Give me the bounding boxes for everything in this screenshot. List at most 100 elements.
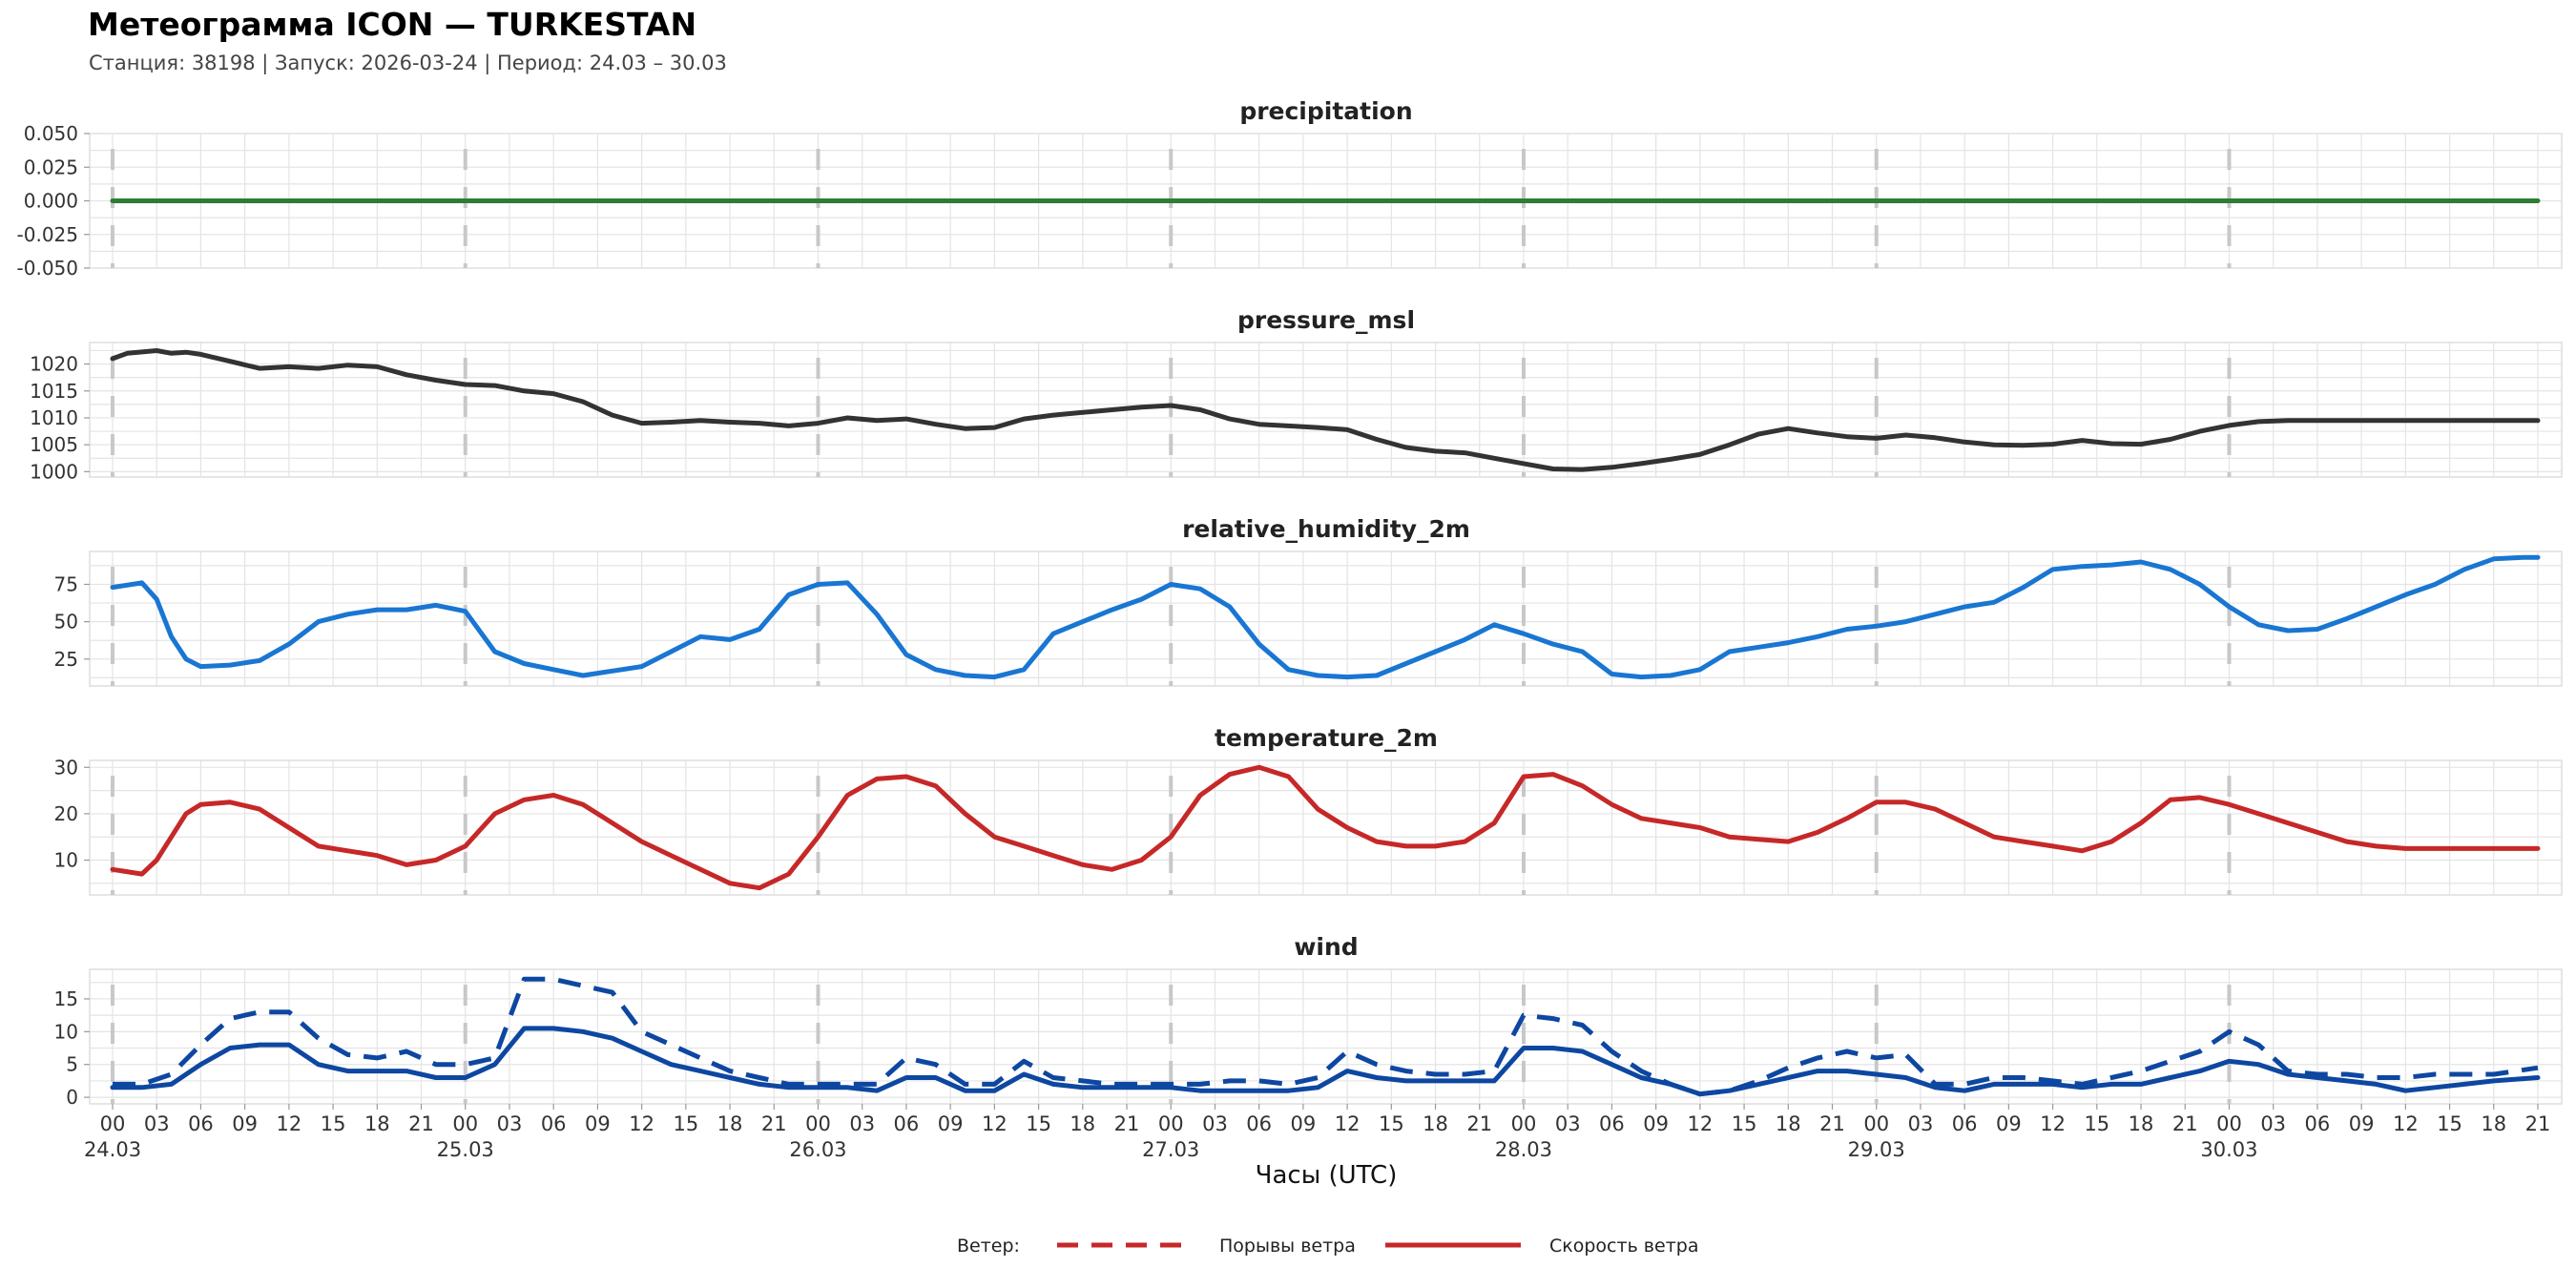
x-tick-label: 21	[1114, 1112, 1140, 1135]
x-tick-label: 00	[452, 1112, 478, 1135]
x-tick-label: 15	[1732, 1112, 1757, 1135]
x-tick-label: 18	[2129, 1112, 2154, 1135]
x-tick-label: 06	[188, 1112, 214, 1135]
vertical-gridlines	[112, 760, 2539, 895]
panel-wind: wind 15 10 5 0	[54, 933, 2563, 1109]
x-tick-label: 06	[541, 1112, 567, 1135]
x-tick-label: 21	[1819, 1112, 1845, 1135]
y-tick-label: 1005	[30, 433, 78, 456]
x-tick-label: 09	[1291, 1112, 1317, 1135]
x-tick-label: 15	[321, 1112, 346, 1135]
x-tick-label: 09	[585, 1112, 611, 1135]
day-separators	[111, 358, 2232, 477]
y-tick-label: 1000	[30, 460, 78, 483]
x-day-label: 29.03	[1848, 1138, 1905, 1161]
x-tick-label: 09	[1996, 1112, 2022, 1135]
y-tick-label: 1015	[30, 380, 78, 403]
x-tick-label: 21	[1466, 1112, 1492, 1135]
series-line-humidity	[110, 554, 2541, 680]
y-tick-label: 10	[54, 849, 78, 872]
y-tick-label: 1020	[30, 353, 78, 376]
x-tick-label: 18	[364, 1112, 390, 1135]
panel-title: temperature_2m	[1215, 724, 1438, 752]
y-tick-label: 0	[66, 1086, 78, 1109]
x-tick-label: 21	[2172, 1112, 2198, 1135]
panel-temperature: temperature_2m 30 20 10	[54, 724, 2563, 896]
x-day-label: 27.03	[1142, 1138, 1199, 1161]
x-tick-label: 12	[2393, 1112, 2419, 1135]
x-tick-label: 15	[673, 1112, 698, 1135]
series-line-temperature	[110, 764, 2541, 891]
legend: Ветер: Порывы ветра Скорость ветра	[957, 1236, 1698, 1257]
x-tick-label: 15	[2437, 1112, 2462, 1135]
y-tick-label: 30	[54, 756, 78, 779]
x-tick-label: 12	[277, 1112, 302, 1135]
x-tick-label: 09	[2349, 1112, 2375, 1135]
y-tick-label: -0.025	[17, 223, 78, 246]
panel-humidity: relative_humidity_2m 75 50 25	[54, 515, 2563, 687]
y-tick-label: 0.025	[24, 156, 78, 178]
x-tick-label: 12	[2040, 1112, 2066, 1135]
y-tick-label: 1010	[30, 406, 78, 429]
chart-subtitle: Станция: 38198 | Запуск: 2026-03-24 | Пе…	[89, 52, 727, 74]
x-tick-label: 12	[1335, 1112, 1361, 1135]
x-day-label: 25.03	[437, 1138, 494, 1161]
x-day-label: 24.03	[84, 1138, 141, 1161]
x-tick-label: 06	[1599, 1112, 1625, 1135]
legend-label-gust: Порывы ветра	[1219, 1236, 1356, 1257]
series-line-wind	[110, 1026, 2541, 1097]
x-tick-label: 03	[1555, 1112, 1581, 1135]
x-day-label: 28.03	[1495, 1138, 1552, 1161]
chart-title: Метеограмма ICON — TURKESTAN	[88, 6, 697, 43]
x-tick-label: 15	[1379, 1112, 1404, 1135]
panel-frame	[89, 342, 2563, 478]
x-tick-label: 03	[2260, 1112, 2286, 1135]
x-tick-label: 00	[2216, 1112, 2242, 1135]
x-tick-label: 09	[232, 1112, 258, 1135]
x-tick-label: 06	[894, 1112, 920, 1135]
vertical-gridlines	[112, 551, 2539, 686]
x-tick-label: 00	[1158, 1112, 1184, 1135]
x-tick-label: 06	[1952, 1112, 1978, 1135]
x-tick-label: 03	[1908, 1112, 1934, 1135]
x-tick-label: 21	[761, 1112, 787, 1135]
x-tick-label: 12	[1687, 1112, 1713, 1135]
x-tick-label: 06	[2305, 1112, 2331, 1135]
day-separators	[111, 776, 2232, 895]
x-tick-label: 06	[1246, 1112, 1272, 1135]
y-tick-label: 0.050	[24, 122, 78, 145]
x-tick-label: 18	[1423, 1112, 1448, 1135]
x-tick-label: 12	[629, 1112, 654, 1135]
y-tick-label: 0.000	[24, 190, 78, 213]
x-tick-label: 09	[938, 1112, 964, 1135]
x-axis: 00 03 06 09 12 15 18 21 00 03 06 09 12 15 18 21 00 03 06 09…	[84, 1104, 2550, 1190]
x-tick-label: 18	[1776, 1112, 1801, 1135]
x-tick-label: 18	[1070, 1112, 1095, 1135]
y-tick-label: 50	[54, 611, 78, 634]
y-tick-label: 5	[66, 1053, 78, 1076]
x-tick-label: 18	[717, 1112, 743, 1135]
y-tick-label: 25	[54, 648, 78, 671]
panel-title: precipitation	[1239, 97, 1412, 125]
y-tick-label: 15	[54, 987, 78, 1010]
x-tick-label: 03	[144, 1112, 170, 1135]
x-axis-label: Часы (UTC)	[1256, 1161, 1398, 1190]
x-tick-label: 15	[2084, 1112, 2109, 1135]
panel-frame	[89, 759, 2563, 896]
x-tick-label: 00	[1863, 1112, 1889, 1135]
panel-title: wind	[1294, 933, 1358, 961]
panel-title: pressure_msl	[1237, 306, 1415, 334]
x-tick-label: 03	[849, 1112, 875, 1135]
panel-frame	[89, 551, 2563, 687]
x-tick-label: 03	[1202, 1112, 1228, 1135]
series-line-wind-dashed	[113, 976, 2539, 1097]
y-tick-label: 20	[54, 802, 78, 825]
x-tick-label: 09	[1643, 1112, 1669, 1135]
x-day-label: 26.03	[789, 1138, 846, 1161]
day-separators	[111, 985, 2232, 1104]
x-tick-label: 03	[497, 1112, 523, 1135]
x-tick-label: 00	[1511, 1112, 1537, 1135]
day-separators	[111, 149, 2232, 268]
x-tick-label: 15	[1026, 1112, 1051, 1135]
x-tick-label: 21	[408, 1112, 434, 1135]
